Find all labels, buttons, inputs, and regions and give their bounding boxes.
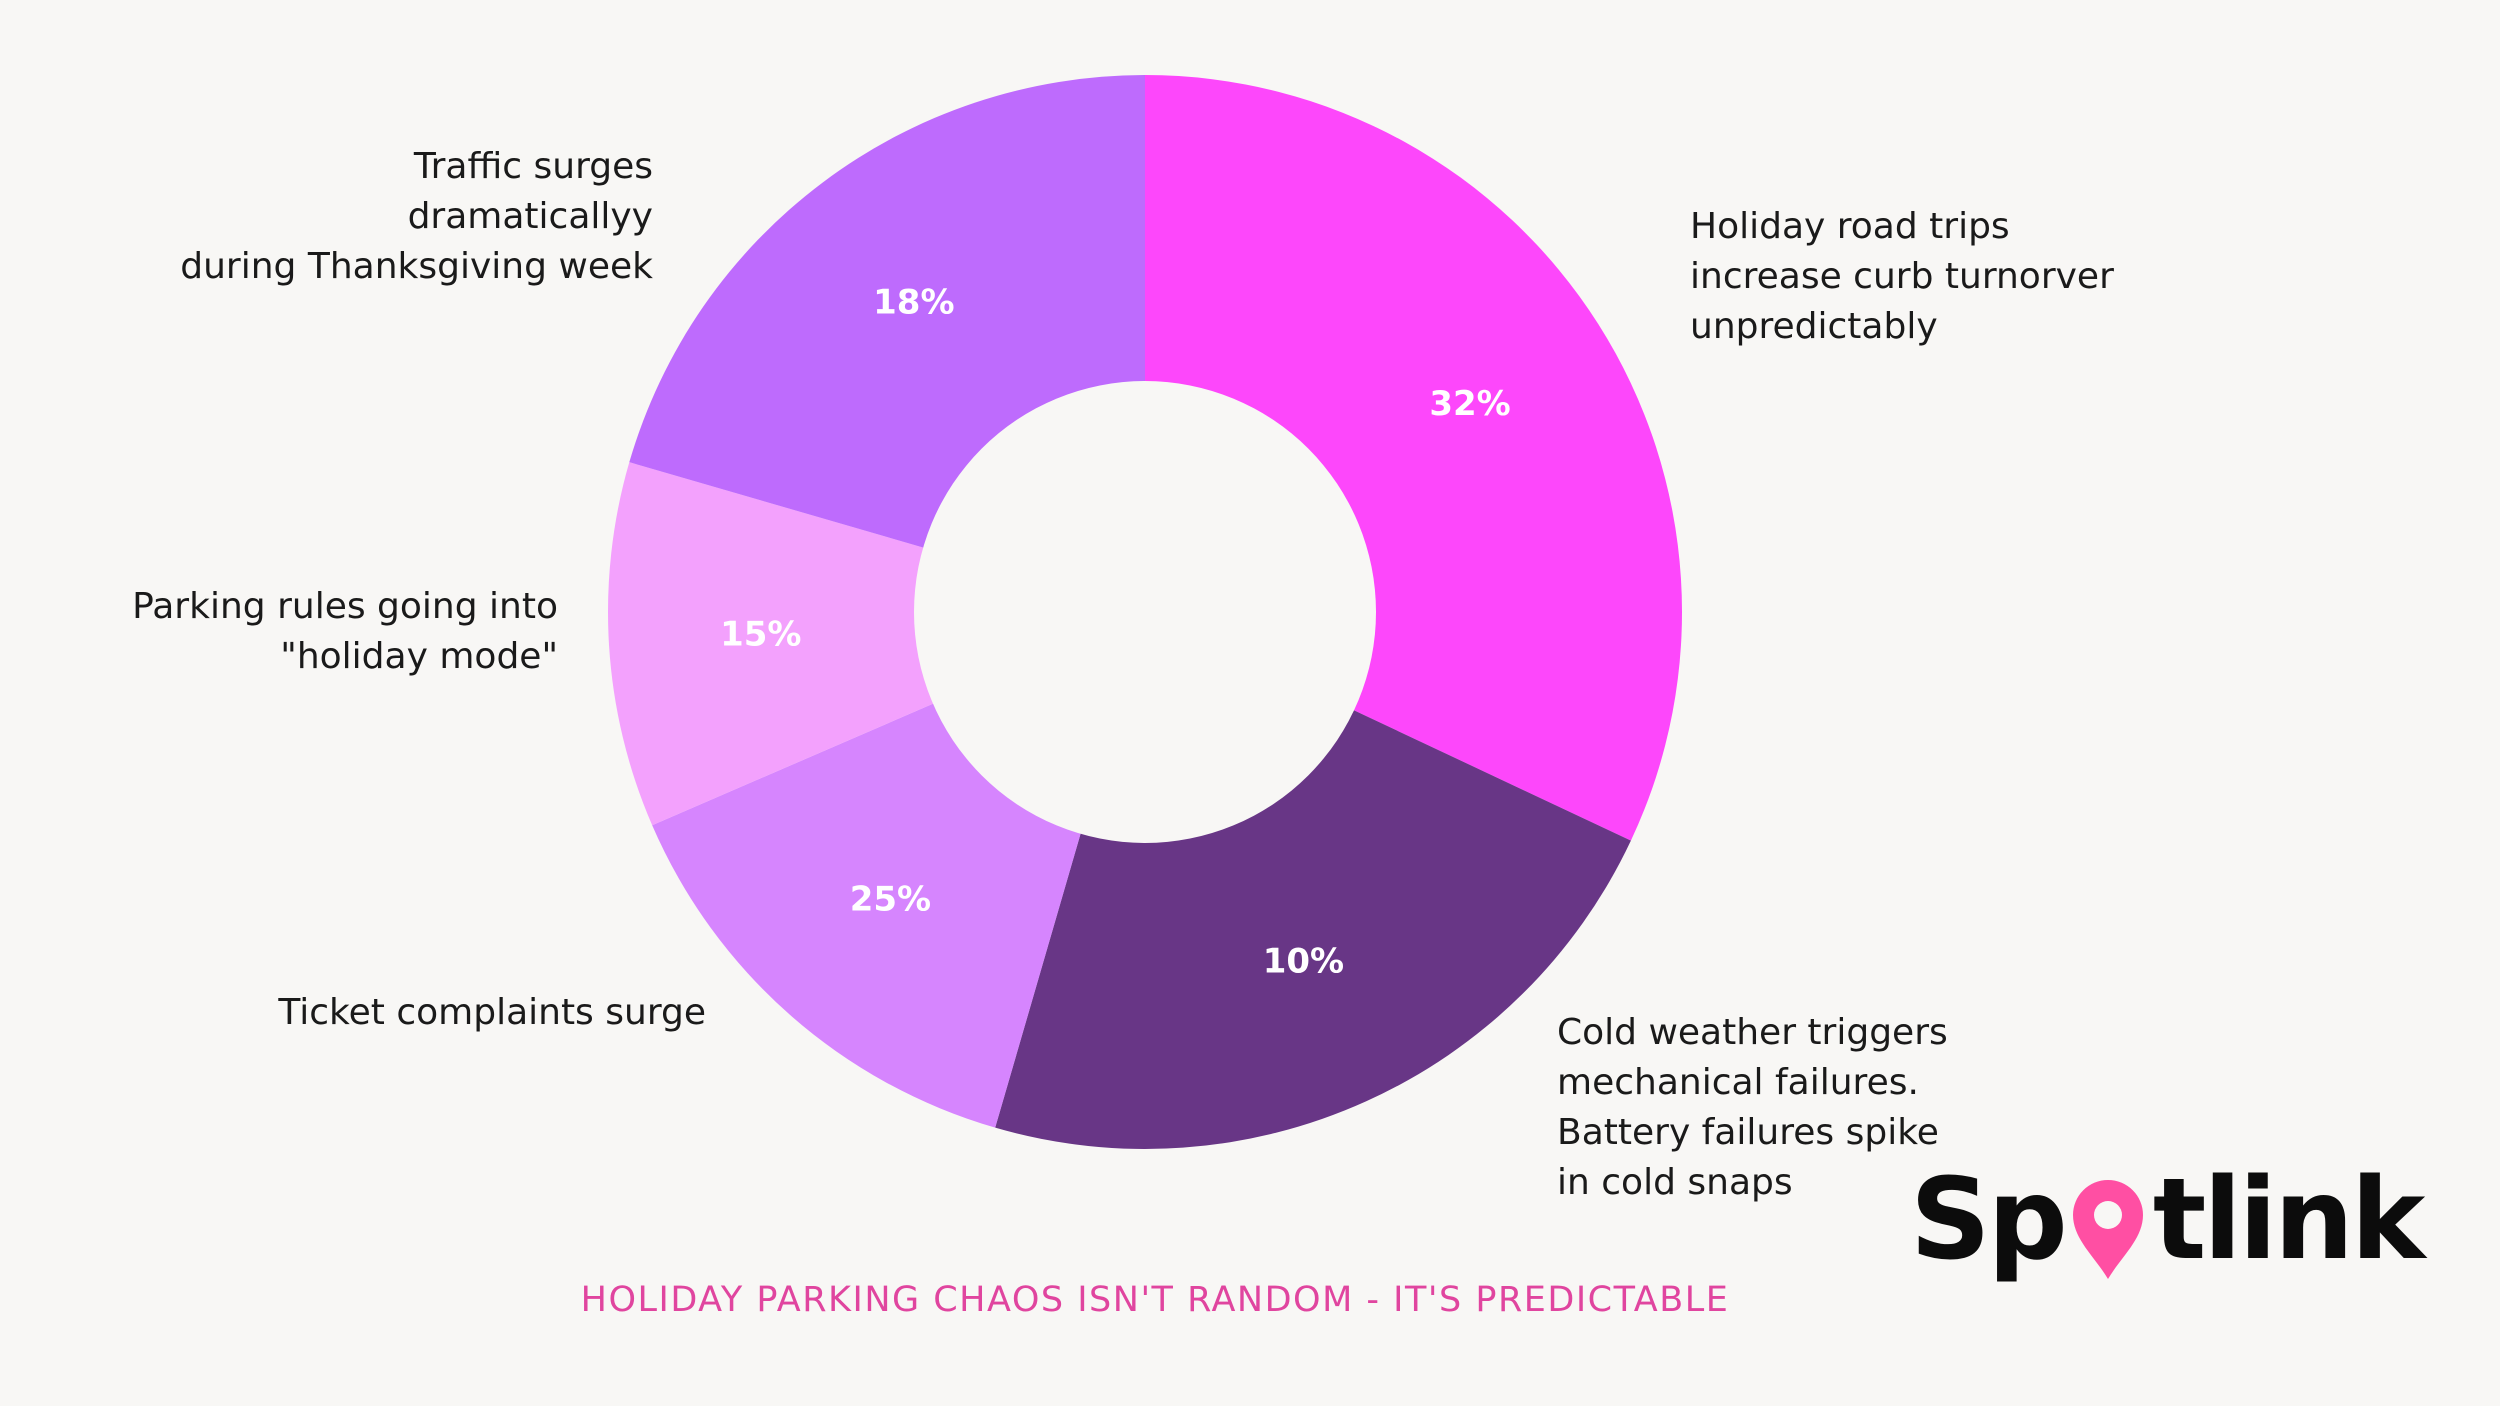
logo-text-end: tlink — [2152, 1155, 2426, 1285]
annotation-cold-weather: Cold weather triggers mechanical failure… — [1557, 1012, 1948, 1203]
slice-value-label-3: 15% — [720, 615, 801, 655]
donut-hole — [914, 381, 1376, 843]
slice-value-label-1: 10% — [1263, 941, 1344, 981]
annotation-holiday-road-trips: Holiday road trips increase curb turnorv… — [1690, 206, 2114, 347]
map-pin-icon — [2069, 1155, 2151, 1285]
annotation-traffic-surges: Traffic surges dramaticallyy during Than… — [180, 146, 653, 287]
pie-slice-3 — [607, 462, 1145, 826]
chart-title: HOLIDAY PARKING CHAOS ISN'T RANDOM - IT'… — [580, 1280, 1730, 1320]
annotation-parking-rules: Parking rules going into "holiday mode" — [132, 586, 558, 677]
slice-value-label-4: 18% — [873, 283, 954, 323]
spotlink-logo: Sp tlink — [1910, 1155, 2426, 1285]
slice-value-label-0: 32% — [1429, 384, 1510, 424]
annotation-ticket-complaints: Ticket complaints surge — [278, 992, 706, 1033]
slice-value-label-2: 25% — [850, 879, 931, 919]
logo-text-start: Sp — [1910, 1155, 2068, 1285]
